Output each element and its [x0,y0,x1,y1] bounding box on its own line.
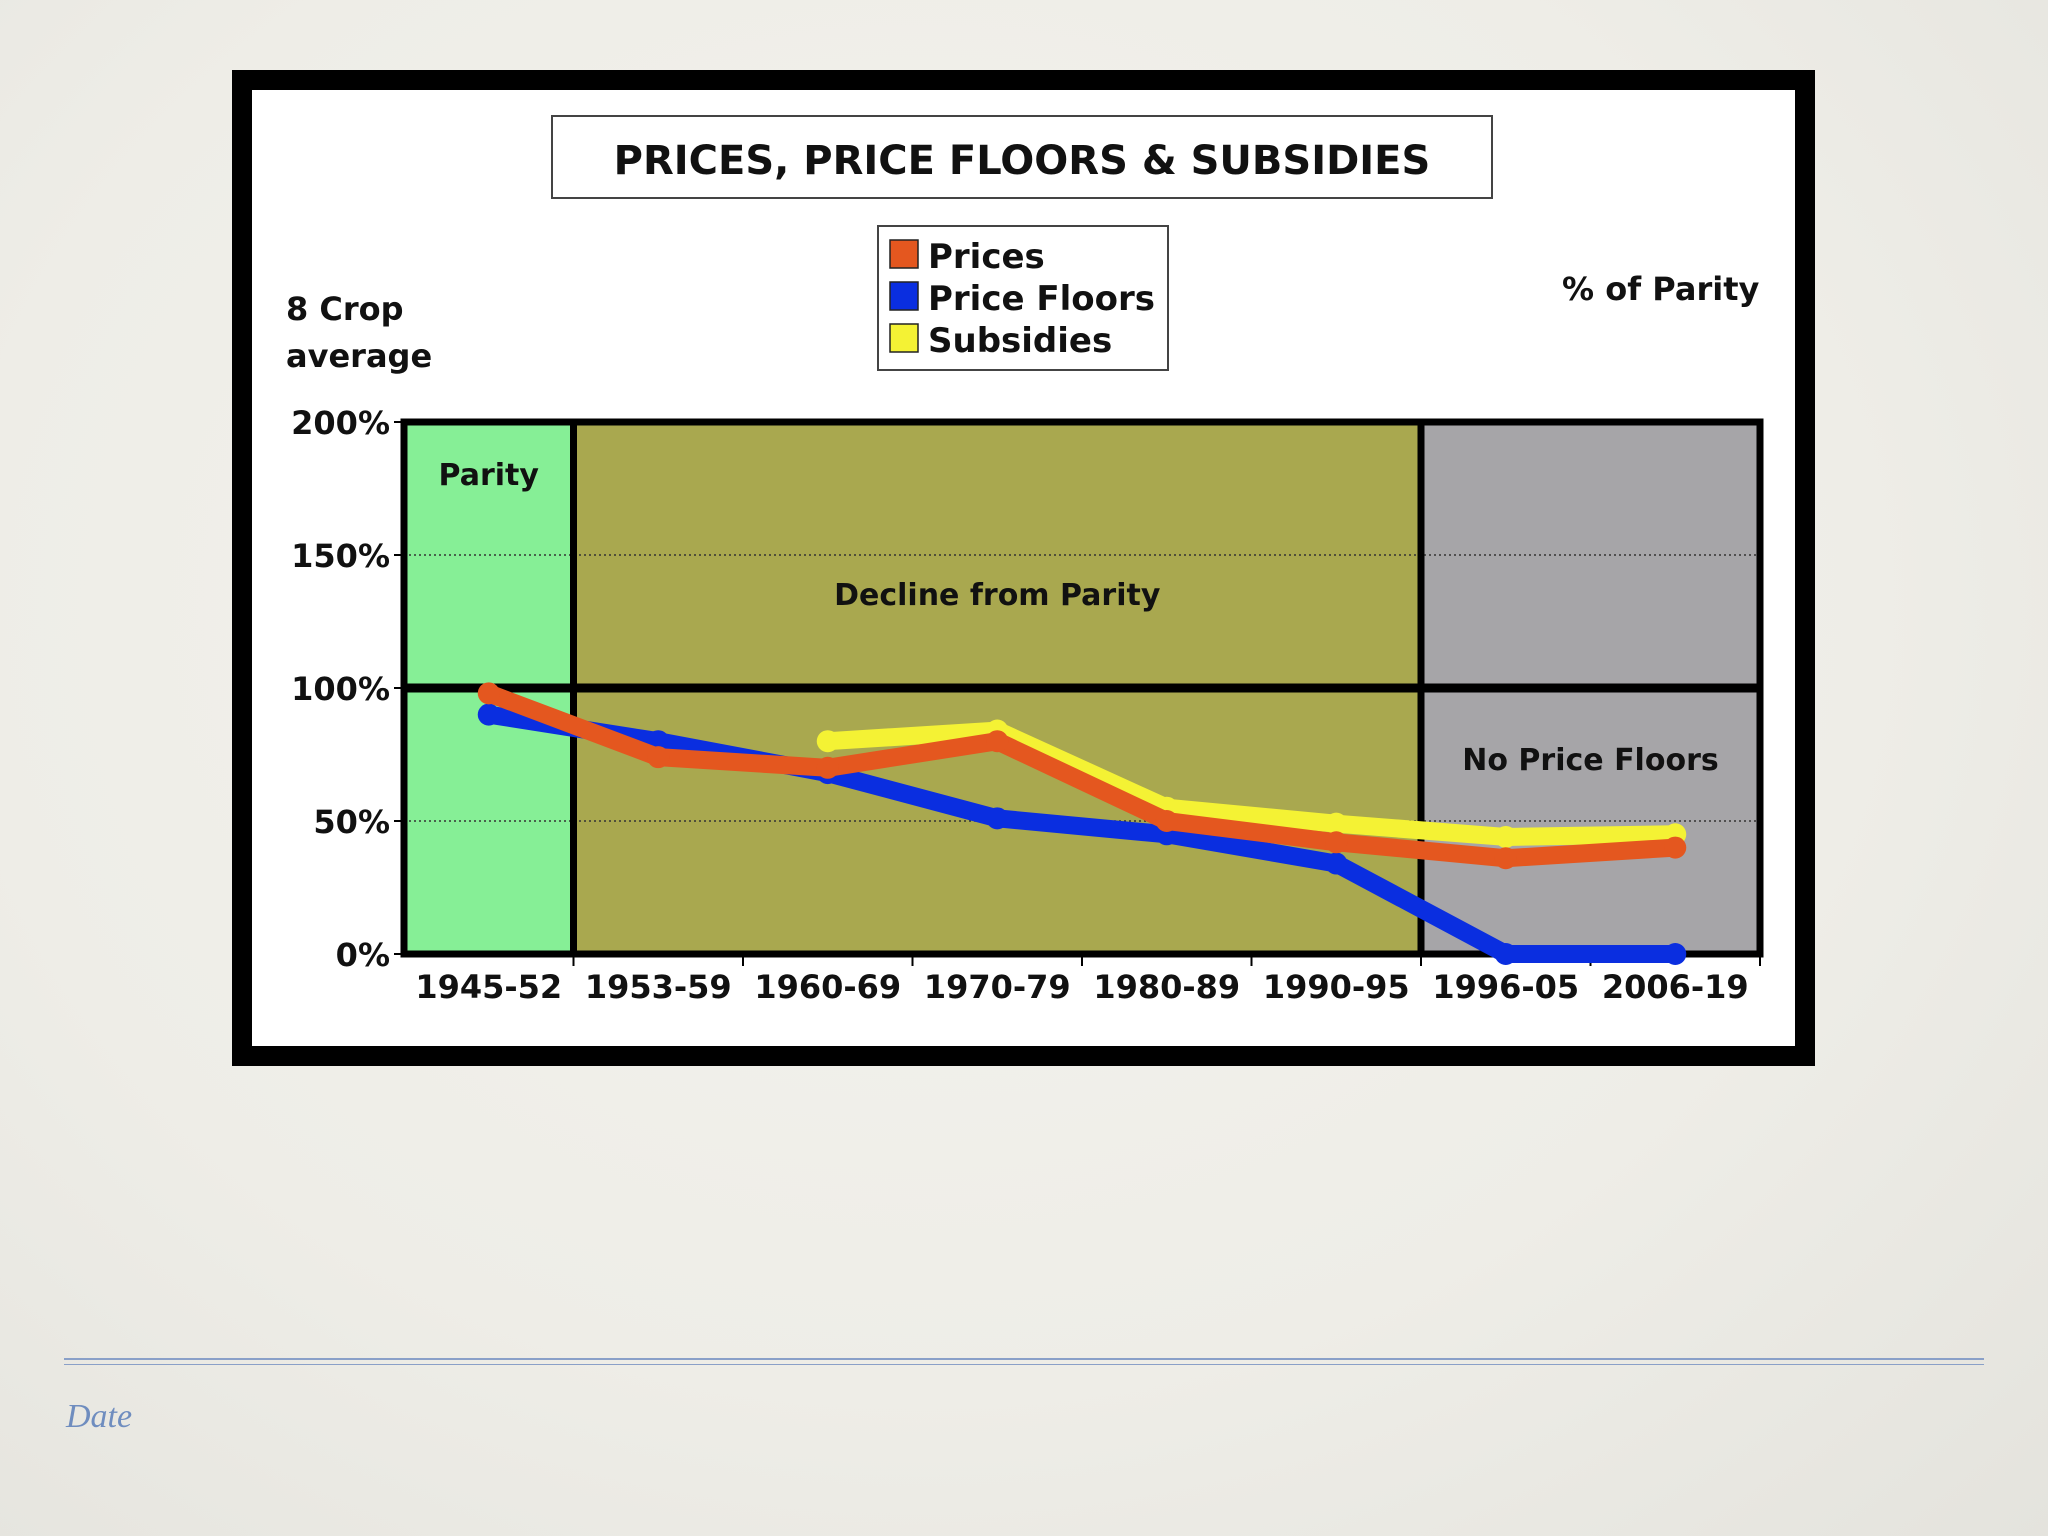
region-label-1: Decline from Parity [834,578,1161,613]
y-unit-label: % of Parity [1562,270,1759,308]
point-price-floors-3 [986,807,1009,830]
footer-divider [64,1358,1984,1360]
point-subsidies-2 [816,730,839,753]
point-subsidies-5 [1325,812,1348,835]
point-price-floors-5 [1325,852,1348,875]
y-tick-label-3: 150% [291,537,390,575]
legend-swatch-price-floors [889,281,919,311]
footer-date: Date [66,1398,133,1435]
chart-frame: PRICES, PRICE FLOORS & SUBSIDIES 8 Crop … [232,70,1815,1066]
point-prices-0 [477,682,500,705]
series-line-prices [479,684,1685,868]
point-prices-4 [1155,810,1178,832]
chart: PRICES, PRICE FLOORS & SUBSIDIES 8 Crop … [252,90,1795,1046]
y-tick-label-4: 200% [291,404,390,442]
y-axis-label-line2: average [286,337,432,375]
x-tick-label-4: 1980-89 [1093,968,1240,1006]
point-prices-3 [986,730,1009,753]
legend-swatch-prices [889,239,919,269]
series-line-subsidies [818,721,1685,846]
x-tick-label-6: 1996-05 [1432,968,1579,1006]
legend-box [877,225,1169,371]
point-price-floors-6 [1494,943,1517,965]
x-tick-label-3: 1970-79 [924,968,1071,1006]
point-prices-7 [1664,836,1687,859]
series-line-price-floors [479,705,1685,963]
chart-title-box: PRICES, PRICE FLOORS & SUBSIDIES [551,115,1493,199]
x-tick-label-7: 2006-19 [1602,968,1749,1006]
plot-area: Parity Decline from Parity No Price Floors… [291,404,1764,1006]
point-prices-6 [1494,847,1517,870]
point-prices-5 [1325,831,1348,854]
legend-label-subsidies: Subsidies [928,321,1112,361]
x-tick-label-0: 1945-52 [415,968,562,1006]
point-prices-2 [816,756,839,779]
footer-divider-secondary [64,1364,1984,1365]
point-price-floors-7 [1664,943,1687,965]
legend-swatch-subsidies [889,323,919,353]
y-tick-label-0: 0% [336,936,390,974]
point-prices-1 [647,746,670,769]
region-label-0: Parity [439,458,540,493]
y-tick-label-2: 100% [291,670,390,708]
chart-title: PRICES, PRICE FLOORS & SUBSIDIES [614,138,1431,184]
y-axis-label-line1: 8 Crop [286,290,404,328]
point-subsidies-6 [1494,825,1517,848]
x-tick-label-1: 1953-59 [585,968,732,1006]
y-tick-label-1: 50% [313,803,390,841]
x-tick-label-5: 1990-95 [1263,968,1410,1006]
legend-label-price-floors: Price Floors [928,279,1155,319]
y-axis-label: 8 Crop average [286,290,432,375]
point-price-floors-0 [477,703,500,726]
region-label-2: No Price Floors [1462,743,1718,778]
legend-label-prices: Prices [928,237,1045,277]
x-tick-label-2: 1960-69 [754,968,901,1006]
